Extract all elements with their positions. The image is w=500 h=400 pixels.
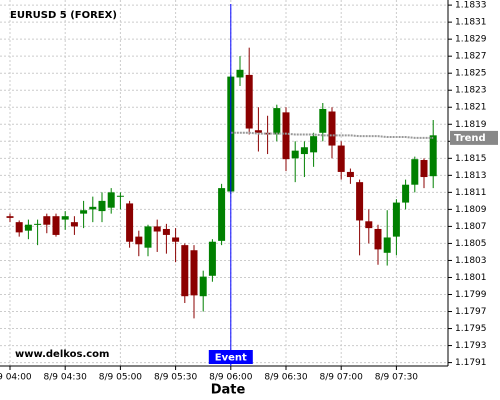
x-tick-label: 8/9 06:00 xyxy=(209,373,253,383)
candle-body xyxy=(208,241,216,276)
y-tick-label: 1.1831 xyxy=(455,18,487,28)
x-axis-title: Date xyxy=(211,383,246,398)
y-tick-label: 1.1805 xyxy=(455,239,487,249)
candle-body xyxy=(346,171,354,178)
candle-body xyxy=(172,237,180,242)
y-tick-label: 1.1797 xyxy=(455,307,487,317)
event-label: Event xyxy=(215,353,247,364)
y-tick-label: 1.1807 xyxy=(455,222,487,232)
candle-body xyxy=(319,108,327,133)
candle-body xyxy=(291,150,299,159)
candle-body xyxy=(70,222,78,227)
candle-body xyxy=(273,108,281,135)
y-tick-label: 1.1825 xyxy=(455,69,487,79)
y-tick-label: 1.1793 xyxy=(455,341,487,351)
candle-body xyxy=(24,224,32,231)
trend-label: Trend xyxy=(454,133,486,144)
candle-body xyxy=(153,226,161,232)
candle-body xyxy=(144,226,152,248)
candle-body xyxy=(310,136,318,153)
candle-body xyxy=(328,111,336,146)
candle-body xyxy=(34,223,42,225)
candle-body xyxy=(6,216,14,218)
y-tick-label: 1.1803 xyxy=(455,256,487,266)
candle-body xyxy=(337,145,345,172)
candle-body xyxy=(402,184,410,203)
x-tick-label: 8/9 04:00 xyxy=(0,373,32,383)
candle-body xyxy=(126,203,134,242)
candle-body xyxy=(365,221,373,229)
candle-body xyxy=(356,182,364,221)
candle-body xyxy=(43,216,51,225)
candle-body xyxy=(429,135,437,177)
candle-body xyxy=(52,216,60,235)
y-tick-label: 1.1799 xyxy=(455,290,487,300)
candle-body xyxy=(80,210,88,214)
candle-body xyxy=(411,159,419,185)
candle-body xyxy=(15,222,23,233)
marks xyxy=(6,47,437,319)
candle-body xyxy=(300,147,308,155)
candle-body xyxy=(107,192,115,208)
candle-body xyxy=(116,195,124,197)
y-tick-label: 1.1813 xyxy=(455,171,487,181)
y-tick-label: 1.1829 xyxy=(455,35,487,45)
watermark: www.delkos.com xyxy=(15,349,109,360)
candle-body xyxy=(392,202,400,237)
y-tick-label: 1.1833 xyxy=(455,1,487,11)
candle-body xyxy=(245,74,253,129)
candle-body xyxy=(181,245,189,297)
y-tick-label: 1.1795 xyxy=(455,324,487,334)
y-tick-label: 1.1791 xyxy=(455,358,487,368)
y-tick-label: 1.1819 xyxy=(455,120,487,130)
x-tick-label: 8/9 05:30 xyxy=(154,373,198,383)
x-tick-label: 8/9 04:30 xyxy=(44,373,88,383)
candle-body xyxy=(254,130,262,133)
y-tick-label: 1.1809 xyxy=(455,205,487,215)
y-tick-label: 1.1811 xyxy=(455,188,487,198)
candle-body xyxy=(190,250,198,296)
candle-body xyxy=(420,160,428,178)
y-tick-label: 1.1827 xyxy=(455,52,487,62)
x-tick-label: 8/9 07:30 xyxy=(375,373,419,383)
candle-body xyxy=(135,236,143,245)
y-tick-label: 1.1823 xyxy=(455,86,487,96)
chart-title: EURUSD 5 (FOREX) xyxy=(10,10,117,21)
y-tick-label: 1.1821 xyxy=(455,103,487,113)
trend-line xyxy=(230,131,434,139)
candle-body xyxy=(162,228,170,235)
trend-label-box xyxy=(450,130,498,145)
candle-body xyxy=(61,216,69,220)
candle-body xyxy=(383,237,391,253)
y-tick-label: 1.1801 xyxy=(455,273,487,283)
event-label-box xyxy=(208,350,253,364)
candle-body xyxy=(374,228,382,250)
candle-body xyxy=(218,188,226,241)
y-tick-label: 1.1815 xyxy=(455,154,487,164)
candle-body xyxy=(236,69,244,78)
candle-body xyxy=(98,200,106,212)
candle-body xyxy=(199,276,207,297)
candle-body xyxy=(89,206,97,210)
x-tick-label: 8/9 05:00 xyxy=(99,373,143,383)
candle-body xyxy=(282,112,290,160)
x-tick-label: 8/9 06:30 xyxy=(264,373,308,383)
x-tick-label: 8/9 07:00 xyxy=(320,373,364,383)
